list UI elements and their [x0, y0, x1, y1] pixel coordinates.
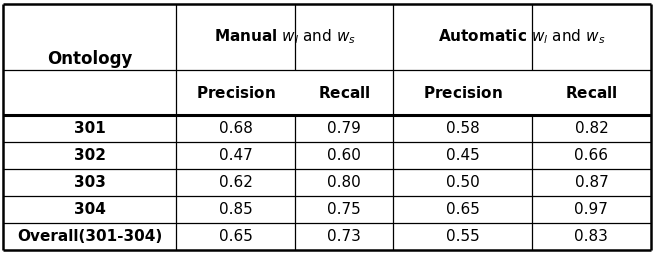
Text: 0.83: 0.83	[574, 229, 608, 244]
Text: 304: 304	[74, 202, 106, 217]
Text: 0.97: 0.97	[574, 202, 608, 217]
Text: 0.66: 0.66	[574, 148, 608, 163]
Text: $\mathbf{Precision}$: $\mathbf{Precision}$	[196, 85, 275, 101]
Text: 0.65: 0.65	[218, 229, 252, 244]
Text: $\mathbf{Automatic}\ w_l\ \mathrm{and}\ w_s$: $\mathbf{Automatic}\ w_l\ \mathrm{and}\ …	[438, 28, 606, 46]
Text: 0.60: 0.60	[327, 148, 361, 163]
Text: 0.73: 0.73	[327, 229, 361, 244]
Text: 0.65: 0.65	[445, 202, 479, 217]
Text: 302: 302	[74, 148, 106, 163]
Text: 0.68: 0.68	[218, 121, 252, 136]
Text: 0.55: 0.55	[446, 229, 479, 244]
Text: 0.80: 0.80	[327, 175, 361, 190]
Text: 0.87: 0.87	[574, 175, 608, 190]
Text: 0.82: 0.82	[574, 121, 608, 136]
Text: 0.50: 0.50	[446, 175, 479, 190]
Text: 0.75: 0.75	[327, 202, 361, 217]
Text: 301: 301	[74, 121, 105, 136]
Text: $\mathbf{Recall}$: $\mathbf{Recall}$	[565, 85, 617, 101]
Text: 0.85: 0.85	[218, 202, 252, 217]
Text: $\mathbf{Recall}$: $\mathbf{Recall}$	[318, 85, 370, 101]
Text: $\mathbf{Precision}$: $\mathbf{Precision}$	[422, 85, 502, 101]
Text: $\mathbf{Manual}\ w_l\ \mathrm{and}\ w_s$: $\mathbf{Manual}\ w_l\ \mathrm{and}\ w_s…	[214, 28, 356, 46]
Text: 0.45: 0.45	[446, 148, 479, 163]
Text: 0.79: 0.79	[327, 121, 361, 136]
Text: Ontology: Ontology	[47, 50, 132, 68]
Text: 0.47: 0.47	[218, 148, 252, 163]
Text: Overall(301-304): Overall(301-304)	[17, 229, 162, 244]
Text: 0.62: 0.62	[218, 175, 252, 190]
Text: 303: 303	[74, 175, 106, 190]
Text: 0.58: 0.58	[446, 121, 479, 136]
